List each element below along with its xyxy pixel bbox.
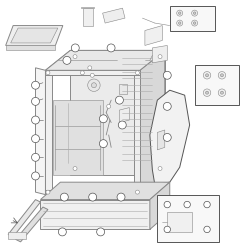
Polygon shape <box>150 90 190 185</box>
Circle shape <box>32 135 40 143</box>
Circle shape <box>100 115 107 123</box>
Circle shape <box>32 116 40 124</box>
Circle shape <box>206 74 208 77</box>
Circle shape <box>193 22 196 24</box>
Circle shape <box>136 190 140 194</box>
Circle shape <box>136 71 140 75</box>
Polygon shape <box>40 182 170 200</box>
Polygon shape <box>46 70 52 194</box>
Circle shape <box>158 55 162 58</box>
Circle shape <box>218 72 226 79</box>
Circle shape <box>118 121 126 129</box>
Polygon shape <box>46 190 140 194</box>
Circle shape <box>203 89 211 96</box>
Circle shape <box>220 91 224 94</box>
Polygon shape <box>8 232 25 239</box>
Polygon shape <box>16 207 48 242</box>
Circle shape <box>73 166 77 170</box>
Circle shape <box>46 71 50 75</box>
Circle shape <box>204 201 210 208</box>
Circle shape <box>71 44 79 52</box>
Circle shape <box>90 73 94 77</box>
Circle shape <box>192 10 198 16</box>
Circle shape <box>92 83 96 88</box>
Circle shape <box>163 102 171 110</box>
Circle shape <box>193 12 196 14</box>
Circle shape <box>63 56 71 64</box>
Circle shape <box>158 166 162 170</box>
Polygon shape <box>46 70 140 75</box>
Circle shape <box>107 44 115 52</box>
Circle shape <box>89 193 97 201</box>
Circle shape <box>177 20 183 26</box>
Polygon shape <box>53 100 103 175</box>
Circle shape <box>164 201 170 208</box>
Polygon shape <box>103 8 125 23</box>
Polygon shape <box>46 50 165 70</box>
Circle shape <box>88 66 92 70</box>
Circle shape <box>32 81 40 89</box>
Circle shape <box>100 140 107 147</box>
Polygon shape <box>82 7 94 8</box>
Circle shape <box>220 74 224 77</box>
Polygon shape <box>8 200 40 237</box>
Polygon shape <box>157 130 165 150</box>
Circle shape <box>178 22 181 24</box>
Polygon shape <box>140 50 165 195</box>
Polygon shape <box>70 50 165 175</box>
Circle shape <box>178 12 181 14</box>
Circle shape <box>73 55 77 58</box>
Circle shape <box>218 89 226 96</box>
Circle shape <box>32 172 40 180</box>
Circle shape <box>192 20 198 26</box>
Polygon shape <box>6 46 56 51</box>
Circle shape <box>88 79 100 92</box>
Polygon shape <box>134 70 140 194</box>
Circle shape <box>164 226 170 233</box>
Circle shape <box>117 193 125 201</box>
Circle shape <box>206 91 208 94</box>
Polygon shape <box>120 108 130 122</box>
Polygon shape <box>150 182 170 230</box>
Circle shape <box>32 153 40 161</box>
Polygon shape <box>157 194 220 242</box>
Circle shape <box>204 226 210 233</box>
Circle shape <box>32 98 40 105</box>
Circle shape <box>116 96 124 104</box>
Polygon shape <box>120 84 127 94</box>
Circle shape <box>107 104 111 108</box>
Polygon shape <box>145 26 162 46</box>
Circle shape <box>203 72 211 79</box>
Circle shape <box>60 193 68 201</box>
Circle shape <box>97 228 104 236</box>
Circle shape <box>80 71 84 75</box>
Polygon shape <box>11 28 58 43</box>
Polygon shape <box>152 46 167 63</box>
Polygon shape <box>170 6 214 30</box>
Polygon shape <box>46 50 165 70</box>
Circle shape <box>163 134 171 141</box>
Polygon shape <box>36 68 46 194</box>
Circle shape <box>46 190 50 194</box>
Polygon shape <box>194 65 239 105</box>
Circle shape <box>184 201 190 208</box>
Polygon shape <box>6 26 63 46</box>
Polygon shape <box>167 212 192 232</box>
Polygon shape <box>83 8 93 25</box>
Circle shape <box>163 71 171 79</box>
Circle shape <box>177 10 183 16</box>
Circle shape <box>58 228 66 236</box>
Polygon shape <box>40 200 150 230</box>
